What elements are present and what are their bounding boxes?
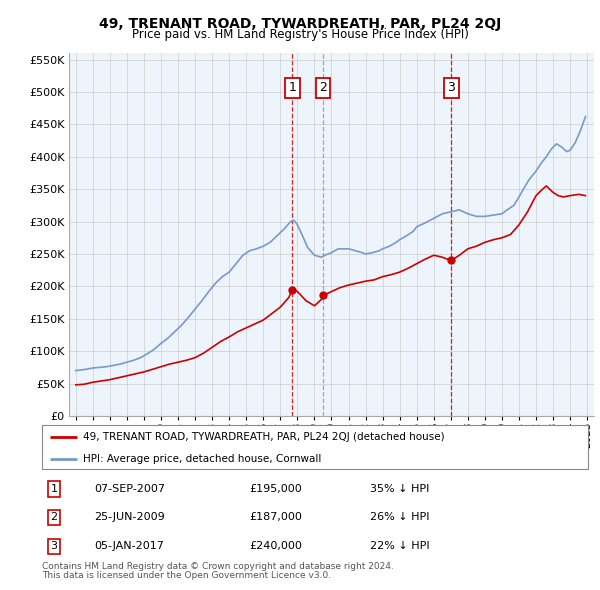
Text: 35% ↓ HPI: 35% ↓ HPI (370, 484, 429, 494)
Text: £240,000: £240,000 (250, 542, 302, 552)
Text: 49, TRENANT ROAD, TYWARDREATH, PAR, PL24 2QJ (detached house): 49, TRENANT ROAD, TYWARDREATH, PAR, PL24… (83, 432, 445, 442)
Text: 3: 3 (447, 81, 455, 94)
Text: 05-JAN-2017: 05-JAN-2017 (94, 542, 164, 552)
Text: £195,000: £195,000 (250, 484, 302, 494)
Text: Price paid vs. HM Land Registry's House Price Index (HPI): Price paid vs. HM Land Registry's House … (131, 28, 469, 41)
Text: 22% ↓ HPI: 22% ↓ HPI (370, 542, 429, 552)
Text: 26% ↓ HPI: 26% ↓ HPI (370, 512, 429, 522)
FancyBboxPatch shape (42, 425, 588, 469)
Text: 3: 3 (50, 542, 58, 552)
Text: 07-SEP-2007: 07-SEP-2007 (94, 484, 165, 494)
Text: 1: 1 (289, 81, 296, 94)
Text: £187,000: £187,000 (250, 512, 302, 522)
Text: 25-JUN-2009: 25-JUN-2009 (94, 512, 164, 522)
Text: 2: 2 (50, 512, 58, 522)
Text: This data is licensed under the Open Government Licence v3.0.: This data is licensed under the Open Gov… (42, 571, 331, 579)
Text: 1: 1 (50, 484, 58, 494)
Text: HPI: Average price, detached house, Cornwall: HPI: Average price, detached house, Corn… (83, 454, 322, 464)
Text: 49, TRENANT ROAD, TYWARDREATH, PAR, PL24 2QJ: 49, TRENANT ROAD, TYWARDREATH, PAR, PL24… (99, 17, 501, 31)
Text: Contains HM Land Registry data © Crown copyright and database right 2024.: Contains HM Land Registry data © Crown c… (42, 562, 394, 571)
Text: 2: 2 (319, 81, 327, 94)
